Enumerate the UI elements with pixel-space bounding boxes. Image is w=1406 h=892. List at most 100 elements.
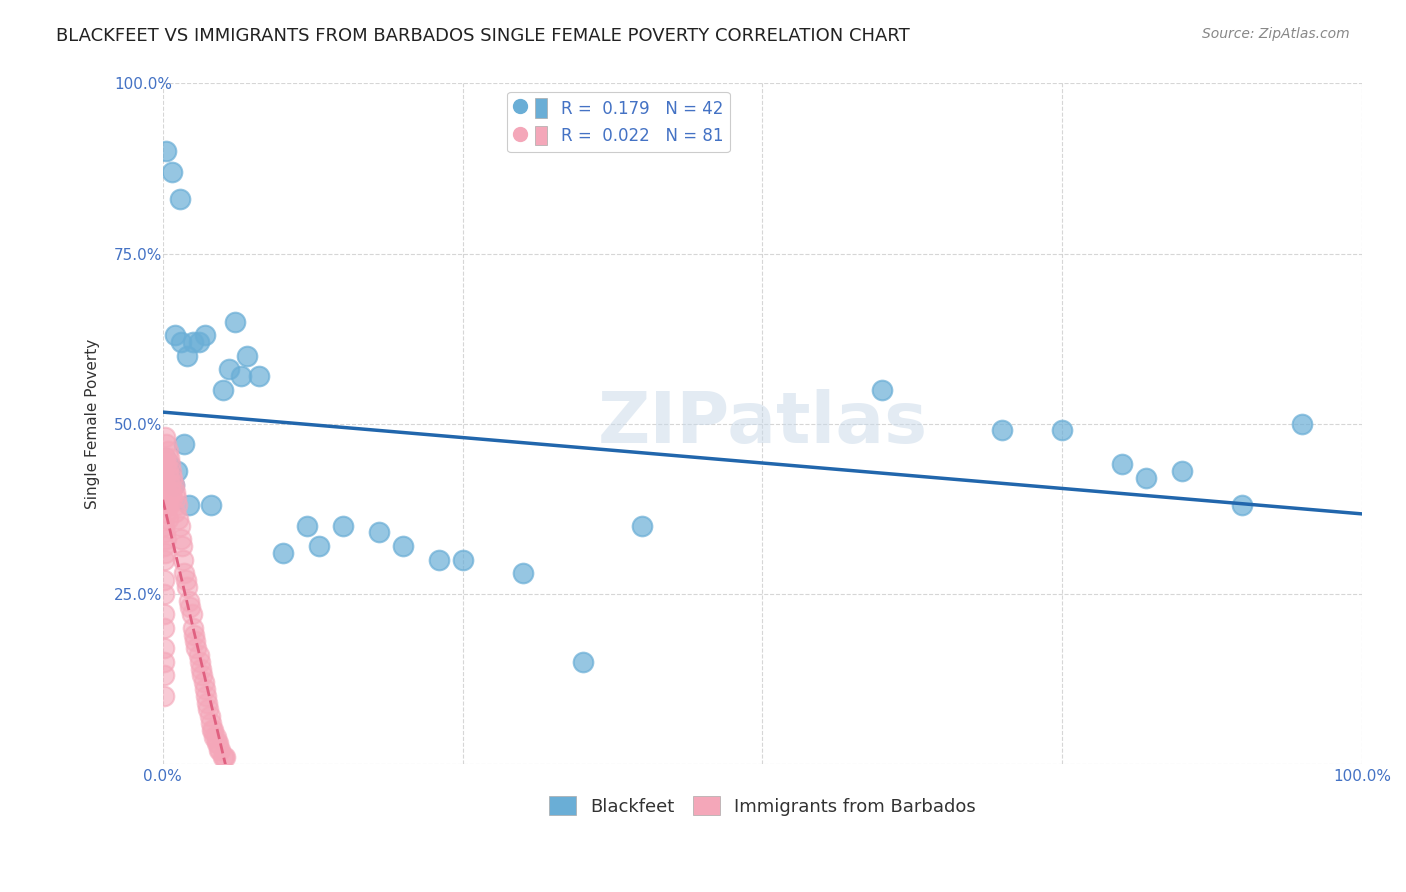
Point bbox=[153, 450, 176, 465]
Point bbox=[162, 165, 184, 179]
Point bbox=[155, 484, 177, 499]
Point bbox=[153, 525, 176, 540]
Point bbox=[427, 552, 450, 566]
Point bbox=[224, 315, 246, 329]
Point bbox=[170, 539, 193, 553]
Point bbox=[451, 552, 474, 566]
Point bbox=[162, 478, 184, 492]
Point bbox=[179, 593, 201, 607]
Point bbox=[153, 641, 176, 656]
Point bbox=[179, 600, 201, 615]
Point bbox=[156, 443, 179, 458]
Point bbox=[176, 349, 198, 363]
Point bbox=[295, 518, 318, 533]
Text: ZIPatlas: ZIPatlas bbox=[598, 389, 928, 458]
Y-axis label: Single Female Poverty: Single Female Poverty bbox=[86, 338, 100, 508]
Point bbox=[367, 525, 389, 540]
Point bbox=[308, 539, 330, 553]
Point bbox=[229, 369, 252, 384]
Point bbox=[194, 328, 217, 343]
Point bbox=[1050, 424, 1073, 438]
Point bbox=[153, 450, 176, 465]
Point bbox=[211, 383, 233, 397]
Point bbox=[162, 491, 184, 506]
Point bbox=[160, 464, 183, 478]
Point bbox=[176, 580, 198, 594]
Point bbox=[197, 702, 219, 716]
Point bbox=[153, 498, 176, 512]
Point bbox=[332, 518, 354, 533]
Point bbox=[153, 552, 176, 566]
Point bbox=[194, 681, 217, 696]
Point bbox=[157, 471, 180, 485]
Point bbox=[991, 424, 1014, 438]
Point bbox=[187, 648, 209, 662]
Point bbox=[153, 450, 176, 465]
Point bbox=[194, 689, 217, 703]
Point bbox=[188, 655, 211, 669]
Point bbox=[211, 750, 233, 764]
Point bbox=[391, 539, 413, 553]
Point bbox=[200, 498, 222, 512]
Point bbox=[180, 607, 202, 621]
Point bbox=[247, 369, 270, 384]
Point bbox=[209, 743, 232, 757]
Point bbox=[160, 484, 183, 499]
Point bbox=[153, 655, 176, 669]
Point bbox=[174, 573, 197, 587]
Point bbox=[173, 566, 195, 581]
Point bbox=[157, 458, 180, 472]
Point bbox=[153, 668, 176, 682]
Point bbox=[163, 484, 186, 499]
Point bbox=[159, 464, 181, 478]
Point bbox=[157, 450, 180, 465]
Point bbox=[153, 573, 176, 587]
Point bbox=[1171, 464, 1194, 478]
Point bbox=[153, 471, 176, 485]
Point bbox=[153, 539, 176, 553]
Point bbox=[166, 498, 188, 512]
Point bbox=[200, 716, 222, 731]
Point bbox=[205, 736, 228, 750]
Point bbox=[153, 546, 176, 560]
Point bbox=[170, 334, 193, 349]
Point bbox=[181, 621, 204, 635]
Point bbox=[204, 730, 226, 744]
Text: BLACKFEET VS IMMIGRANTS FROM BARBADOS SINGLE FEMALE POVERTY CORRELATION CHART: BLACKFEET VS IMMIGRANTS FROM BARBADOS SI… bbox=[56, 27, 910, 45]
Point bbox=[172, 552, 194, 566]
Point bbox=[571, 655, 593, 669]
Point bbox=[198, 709, 221, 723]
Point bbox=[156, 491, 179, 506]
Point bbox=[165, 491, 187, 506]
Point bbox=[159, 478, 181, 492]
Point bbox=[184, 634, 207, 648]
Point bbox=[193, 675, 215, 690]
Point bbox=[207, 736, 229, 750]
Point bbox=[157, 498, 180, 512]
Point bbox=[181, 334, 204, 349]
Point bbox=[201, 723, 224, 737]
Point bbox=[218, 362, 240, 376]
Point bbox=[169, 192, 191, 206]
Point bbox=[512, 566, 534, 581]
Point bbox=[208, 743, 231, 757]
Point bbox=[173, 437, 195, 451]
Point bbox=[235, 349, 257, 363]
Point bbox=[156, 464, 179, 478]
Point bbox=[631, 518, 654, 533]
Point bbox=[163, 328, 186, 343]
Point bbox=[191, 668, 214, 682]
Point bbox=[155, 458, 177, 472]
Point bbox=[169, 518, 191, 533]
Point bbox=[155, 145, 177, 159]
Point bbox=[1291, 417, 1313, 431]
Point bbox=[153, 498, 176, 512]
Point bbox=[186, 641, 208, 656]
Legend: Blackfeet, Immigrants from Barbados: Blackfeet, Immigrants from Barbados bbox=[541, 789, 983, 822]
Point bbox=[159, 458, 181, 472]
Point bbox=[153, 689, 176, 703]
Point bbox=[155, 437, 177, 451]
Point bbox=[153, 607, 176, 621]
Point bbox=[195, 696, 218, 710]
Point bbox=[872, 383, 894, 397]
